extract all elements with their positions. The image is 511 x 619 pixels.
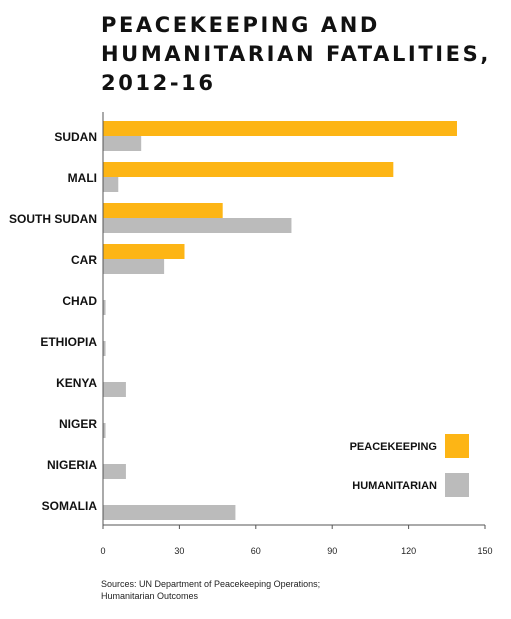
humanitarian-bar: [103, 177, 119, 192]
category-label: MALI: [68, 171, 97, 185]
x-tick-label: 120: [401, 546, 416, 556]
legend-label-peacekeeping: PEACEKEEPING: [350, 441, 437, 453]
humanitarian-bar: [103, 341, 106, 356]
chart-title: PEACEKEEPING AND HUMANITARIAN FATALITIES…: [101, 11, 501, 98]
title-line-2: HUMANITARIAN FATALITIES,: [101, 42, 491, 66]
legend-label-humanitarian: HUMANITARIAN: [352, 480, 437, 492]
humanitarian-bar: [103, 218, 292, 233]
humanitarian-bar: [103, 423, 106, 438]
humanitarian-bar: [103, 505, 236, 520]
humanitarian-bar: [103, 382, 126, 397]
source-line-1: Sources: UN Department of Peacekeeping O…: [101, 579, 321, 589]
humanitarian-bar: [103, 136, 142, 151]
humanitarian-bar: [103, 259, 165, 274]
legend-swatch-humanitarian: [445, 473, 469, 497]
legend-swatch-peacekeeping: [445, 434, 469, 458]
x-tick-label: 150: [477, 546, 492, 556]
x-tick-label: 30: [174, 546, 184, 556]
peacekeeping-bar: [103, 203, 223, 218]
peacekeeping-bar: [103, 162, 394, 177]
title-line-1: PEACEKEEPING AND: [101, 13, 380, 37]
x-tick-label: 60: [251, 546, 261, 556]
peacekeeping-bar: [103, 244, 185, 259]
x-tick-label: 90: [327, 546, 337, 556]
category-label: SUDAN: [54, 130, 97, 144]
source-line-2: Humanitarian Outcomes: [101, 591, 199, 601]
x-tick-label: 0: [100, 546, 105, 556]
humanitarian-bar: [103, 300, 106, 315]
category-label: CHAD: [62, 294, 97, 308]
category-label: CAR: [71, 253, 97, 267]
category-label: KENYA: [56, 376, 97, 390]
peacekeeping-bar: [103, 121, 457, 136]
category-label: SOUTH SUDAN: [9, 212, 97, 226]
category-label: ETHIOPIA: [40, 335, 97, 349]
category-label: SOMALIA: [42, 499, 98, 513]
humanitarian-bar: [103, 464, 126, 479]
source-note: Sources: UN Department of Peacekeeping O…: [101, 578, 401, 602]
category-label: NIGER: [59, 417, 97, 431]
title-line-3: 2012-16: [101, 71, 216, 95]
category-label: NIGERIA: [47, 458, 97, 472]
